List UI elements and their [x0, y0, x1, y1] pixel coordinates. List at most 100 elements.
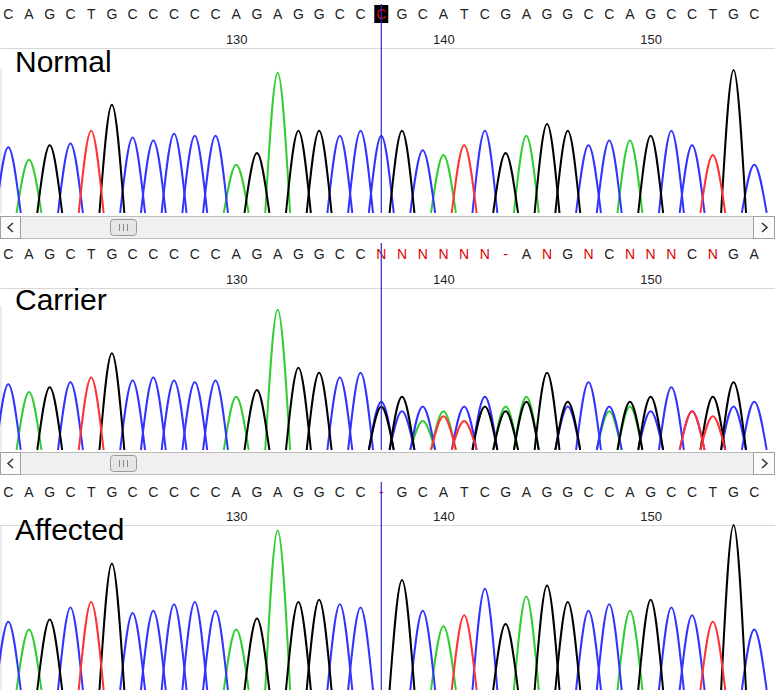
peak — [0, 384, 21, 450]
base-call: C — [749, 484, 759, 500]
peak — [307, 373, 332, 450]
base-call: A — [232, 246, 242, 262]
peak — [700, 155, 725, 213]
scrollbar-track[interactable] — [1, 453, 775, 475]
peak — [638, 397, 663, 450]
base-call: C — [480, 484, 490, 500]
base-call: G — [500, 484, 511, 500]
base-call: G — [252, 484, 263, 500]
base-call: N — [397, 246, 407, 262]
scroll-left-button[interactable] — [1, 453, 21, 475]
base-call: N — [708, 246, 718, 262]
base-call: A — [522, 6, 532, 22]
scroll-right-button[interactable] — [754, 453, 775, 475]
base-call: C — [128, 6, 138, 22]
base-call: C — [418, 484, 428, 500]
y-axis — [1, 306, 2, 451]
scroll-thumb[interactable] — [111, 220, 137, 236]
x-tick: 130 — [226, 509, 248, 525]
scrollbar[interactable] — [1, 453, 775, 475]
base-call: C — [148, 6, 158, 22]
base-call: C — [128, 246, 138, 262]
peak — [721, 70, 746, 213]
peak — [348, 373, 373, 450]
base-call: C — [480, 6, 490, 22]
base-call: T — [87, 246, 96, 262]
base-call: T — [460, 6, 469, 22]
base-call: G — [728, 6, 739, 22]
base-call: C — [190, 6, 200, 22]
x-tick-label: 130 — [226, 32, 248, 47]
base-call: T — [709, 484, 718, 500]
base-call: G — [562, 484, 573, 500]
panel-1: CAGCTGCCCCCAGAGGCCNNNNNN-ANGNCNNNCNGA130… — [0, 243, 775, 475]
base-call: G — [562, 6, 573, 22]
peak — [493, 153, 518, 213]
base-call: C — [335, 484, 345, 500]
scroll-thumb-grip — [127, 224, 128, 231]
peak — [79, 602, 104, 690]
peak — [0, 622, 21, 690]
base-call: N — [459, 246, 469, 262]
peak — [597, 141, 622, 214]
cursor — [381, 4, 382, 213]
base-call: G — [44, 6, 55, 22]
peak — [555, 131, 580, 213]
peak — [535, 373, 560, 450]
base-call: A — [625, 484, 635, 500]
trace-area — [0, 310, 767, 450]
x-tick-label: 130 — [226, 509, 248, 524]
base-call: C — [583, 6, 593, 22]
scroll-thumb[interactable] — [111, 456, 137, 472]
base-call: C — [210, 246, 220, 262]
base-call: C — [169, 6, 179, 22]
scroll-left-button[interactable] — [1, 217, 21, 239]
base-call: C — [687, 484, 697, 500]
base-call: G — [645, 484, 656, 500]
peak — [721, 525, 746, 690]
base-call: A — [625, 6, 635, 22]
scroll-thumb-grip — [123, 460, 124, 467]
base-call: A — [522, 246, 532, 262]
x-tick: 140 — [433, 32, 455, 48]
base-call: C — [355, 6, 365, 22]
base-call: G — [397, 484, 408, 500]
peak — [680, 145, 705, 213]
x-tick: 130 — [226, 32, 248, 48]
y-axis — [1, 69, 2, 214]
base-call: A — [273, 6, 283, 22]
y-axis-line — [1, 526, 2, 691]
base-call: C — [687, 6, 697, 22]
base-call: C — [65, 6, 75, 22]
base-call: T — [709, 6, 718, 22]
base-call: C — [355, 484, 365, 500]
base-call: C — [3, 484, 13, 500]
base-call: G — [293, 246, 304, 262]
base-call: A — [273, 484, 283, 500]
base-call: C — [666, 484, 676, 500]
scrollbar-track[interactable] — [1, 217, 775, 239]
peak — [390, 131, 415, 213]
chromatogram-figure: CAGCTGCCCCCAGAGGCCCGCATCGAGGCCAGCCTGC130… — [0, 0, 775, 692]
base-call: A — [750, 246, 760, 262]
panel-title: Affected — [15, 513, 125, 546]
trace-2 — [37, 353, 746, 450]
scroll-right-button[interactable] — [754, 217, 775, 239]
x-tick-label: 140 — [433, 272, 455, 287]
trace-area — [0, 525, 767, 690]
x-tick: 150 — [640, 32, 662, 48]
chart-container: CAGCTGCCCCCAGAGGCCCGCATCGAGGCCAGCCTGC130… — [0, 0, 775, 692]
base-call: A — [439, 484, 449, 500]
peak — [555, 602, 580, 690]
base-call: C — [65, 246, 75, 262]
x-axis: 130140150 — [1, 272, 775, 289]
base-call: G — [252, 6, 263, 22]
scrollbar[interactable] — [1, 217, 775, 239]
peak — [555, 402, 580, 450]
peak — [245, 390, 270, 450]
trace-1 — [0, 131, 767, 213]
peak — [576, 382, 601, 450]
peak — [203, 136, 228, 213]
base-call: C — [335, 246, 345, 262]
base-call: N — [583, 246, 593, 262]
